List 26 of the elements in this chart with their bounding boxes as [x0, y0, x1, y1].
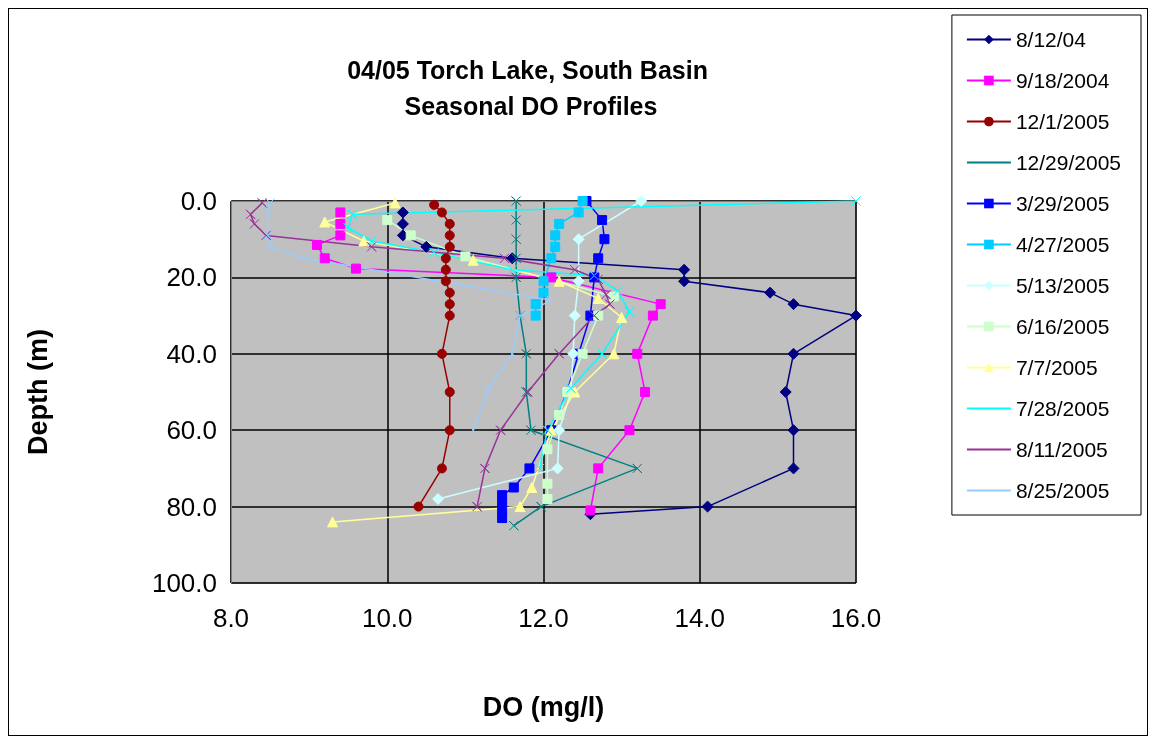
y-tick-label: 0.0: [180, 186, 217, 216]
legend-label: 9/18/2004: [1015, 69, 1110, 92]
y-tick-label: 40.0: [166, 338, 217, 369]
y-tick-label: 80.0: [166, 491, 217, 522]
x-axis-title: DO (mg/l): [482, 691, 605, 722]
legend-label: 3/29/2005: [1015, 192, 1110, 215]
legend-label: 12/29/2005: [1015, 151, 1122, 174]
x-tick-label: 16.0: [830, 603, 882, 633]
legend-label: 7/7/2005: [1015, 356, 1098, 379]
chart-title: 04/05 Torch Lake, South Basin Seasonal DO Profiles: [347, 56, 715, 120]
legend-label: 8/25/2005: [1015, 479, 1110, 502]
y-tick-label: 60.0: [166, 415, 217, 446]
legend-label: 8/11/2005: [1015, 438, 1108, 461]
legend-label: 6/16/2005: [1015, 315, 1110, 338]
legend-label: 5/13/2005: [1015, 274, 1110, 297]
legend-label: 7/28/2005: [1015, 397, 1110, 420]
y-tick-label: 20.0: [166, 262, 217, 293]
x-tick-label: 8.0: [212, 603, 250, 633]
x-tick-label: 14.0: [674, 603, 726, 633]
legend-label: 8/12/04: [1015, 28, 1087, 51]
legend-label: 4/27/2005: [1015, 233, 1110, 256]
y-tick-label: 100.0: [151, 568, 217, 598]
y-axis-title: Depth (m): [22, 329, 53, 455]
legend-label: 12/1/2005: [1015, 110, 1110, 133]
x-tick-label: 12.0: [518, 603, 569, 633]
x-tick-label: 10.0: [361, 603, 413, 633]
